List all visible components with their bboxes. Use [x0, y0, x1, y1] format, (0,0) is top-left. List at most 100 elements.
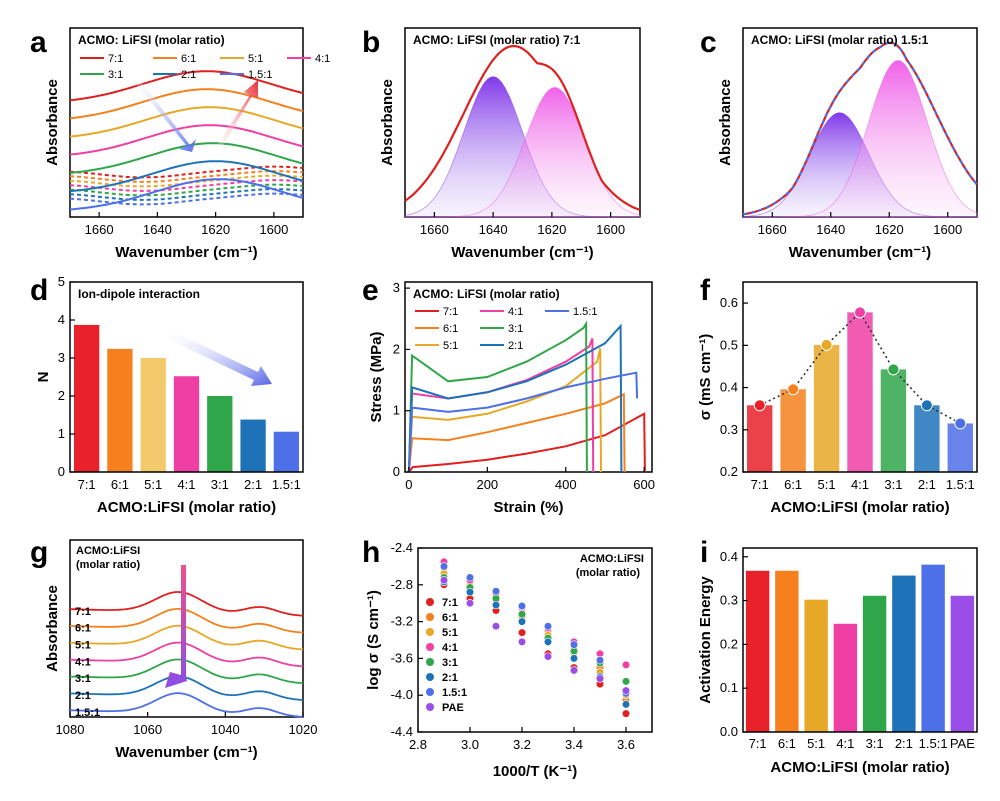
panel-c-xtick-label: 1660: [758, 222, 787, 237]
panel-h-point-2:1: [543, 637, 553, 646]
panel-a-arrow-down: [136, 80, 196, 152]
panel-h-point-4:1: [621, 660, 631, 669]
panel-d-bar-7:1: [73, 324, 100, 472]
panel-h-legend-label: 1.5:1: [442, 687, 467, 699]
panel-a-xlabel: Wavenumber (cm⁻¹): [115, 244, 257, 261]
panel-h-legend-label: 2:1: [442, 672, 458, 684]
panel-e: e ACMO: LiFSI (molar ratio) 7:1 4:1 1.5:1 6:1…: [362, 274, 655, 516]
panel-h-point-1.5:1: [491, 587, 501, 596]
panel-b-ylabel: Absorbance: [379, 79, 396, 166]
panel-h-xtick-label: 3.4: [565, 737, 583, 752]
panel-c-component-2: [743, 59, 978, 218]
panel-f: f 7:1 6:1 5:1 4:1 3:1 2:1 1.5:1 0.2 0.3 0.4 0.5 0.6 A…: [697, 274, 978, 516]
panel-h-point-PAE: [465, 599, 475, 608]
panel-h-point-2:1: [569, 654, 579, 663]
panel-i-bar-6:1: [775, 570, 799, 732]
panel-i-ylabel: Activation Energy: [697, 576, 714, 704]
panel-h-legend-label: 5:1: [442, 627, 458, 639]
panel-g-title-line2: (molar ratio): [76, 559, 141, 571]
panel-f-bar-2:1: [914, 405, 940, 472]
panel-label-c: c: [700, 26, 717, 59]
panel-h-point-PAE: [621, 686, 631, 695]
panel-i-frame: [742, 547, 978, 733]
panel-h-point-2:1: [621, 700, 631, 709]
panel-i-xtick-label: 4:1: [836, 736, 854, 751]
panel-g-xlabel: Wavenumber (cm⁻¹): [115, 744, 257, 761]
panel-d-xtick-label: 4:1: [177, 477, 195, 492]
panel-e-xtick-label: 600: [633, 477, 655, 492]
panel-e-frame: [404, 281, 653, 473]
panel-h-legend-marker: [426, 673, 434, 681]
panel-label-b: b: [362, 26, 380, 59]
panel-h-point-3:1: [517, 610, 527, 619]
panel-d-bar-5:1: [140, 358, 166, 472]
panel-c-fit: [742, 41, 978, 216]
panel-e-legend-label: 2:1: [508, 340, 523, 352]
panel-c-title: ACMO: LiFSI (molar ratio) 1.5:1: [751, 33, 929, 47]
panel-b-component-2: [405, 86, 641, 218]
panel-a-legend-label: 3:1: [108, 69, 123, 81]
panel-h-xtick-label: 3.2: [513, 737, 531, 752]
panel-h-legend-marker: [426, 598, 434, 606]
panel-g-series-6:1: [70, 608, 304, 634]
panel-d-bar-2:1: [240, 419, 266, 472]
panel-h-ytick-label: -3.2: [391, 614, 413, 629]
panel-e-legend-label: 7:1: [443, 306, 458, 318]
panel-h-legend-marker: [426, 628, 434, 636]
panel-b-envelope: [404, 44, 641, 212]
panel-e-series-7:1: [408, 412, 646, 473]
panel-h-point-3:1: [621, 677, 631, 686]
panel-h-point-PAE: [517, 637, 527, 646]
panel-h-xtick-label: 3.6: [617, 737, 635, 752]
panel-h-point-PAE: [439, 576, 449, 585]
panel-f-bar-7:1: [747, 405, 773, 472]
panel-i-bar-5:1: [804, 599, 828, 732]
panel-a-series-7:1: [69, 70, 304, 102]
panel-f-bar-6:1: [780, 389, 806, 472]
panel-h-legend-marker: [426, 643, 434, 651]
panel-g-xtick-label: 1040: [211, 722, 240, 737]
panel-f-xtick-label: 1.5:1: [946, 477, 975, 492]
panel-f-point-7:1: [753, 399, 766, 412]
panel-e-series-2:1: [407, 323, 623, 473]
panel-d-bar-3:1: [207, 396, 233, 472]
panel-h-point-1.5:1: [517, 601, 527, 611]
panel-f-bar-3:1: [880, 369, 907, 472]
panel-f-bar-4:1: [847, 312, 873, 472]
panel-d-ytick-label: 1: [58, 426, 65, 441]
panel-d-bar-6:1: [107, 348, 133, 472]
panel-f-xtick-label: 3:1: [884, 477, 902, 492]
panel-d-xtick-label: 1.5:1: [272, 477, 301, 492]
panel-a-ylabel: Absorbance: [44, 79, 61, 166]
panel-i-ytick-label: 0.3: [720, 593, 738, 608]
panel-g-curve-label-1.5:1: 1.5:1: [75, 707, 100, 719]
panel-a-series-5:1: [69, 106, 304, 138]
panel-b-xtick-label: 1620: [537, 222, 566, 237]
panel-e-series-5:1: [407, 347, 602, 473]
panel-g-arrow: [165, 565, 187, 688]
panel-d-xtick-label: 7:1: [78, 477, 96, 492]
panel-h-legend-marker: [426, 703, 434, 711]
panel-b: b ACMO: LiFSI (molar ratio) 7:1 1660 1640 16…: [362, 26, 641, 261]
panel-h-title-line1: ACMO:LiFSI: [580, 553, 644, 565]
panel-h-ytick-label: -2.8: [391, 577, 413, 592]
panel-c: c ACMO: LiFSI (molar ratio) 1.5:1 1660 1640…: [700, 26, 978, 261]
panel-h: h ACMO:LiFSI (molar ratio) 7:1 6:1 5:1 4:1 3:1 2…: [362, 536, 653, 780]
panel-i-xtick-label: 3:1: [866, 736, 884, 751]
panel-i-ytick-label: 0.4: [720, 549, 738, 564]
panel-g-frame: [69, 539, 304, 718]
panel-h-point-7:1: [517, 628, 527, 637]
panel-c-ylabel: Absorbance: [717, 79, 734, 166]
panel-g-series-1.5:1: [70, 692, 304, 718]
panel-e-legend-label: 3:1: [508, 323, 523, 335]
panel-label-i: i: [700, 536, 708, 569]
panel-h-frame: [417, 547, 653, 733]
panel-a-series-1.5:1: [69, 178, 304, 211]
panel-b-xtick-label: 1660: [420, 222, 449, 237]
panel-a-frame: [69, 27, 304, 218]
panel-f-xlabel: ACMO:LiFSI (molar ratio): [770, 499, 949, 516]
panel-g-curve-label-3:1: 3:1: [75, 673, 91, 685]
panel-e-series-1.5:1: [407, 371, 639, 473]
panel-a-series-4:1: [69, 124, 304, 156]
panel-e-series-6:1: [407, 392, 626, 473]
